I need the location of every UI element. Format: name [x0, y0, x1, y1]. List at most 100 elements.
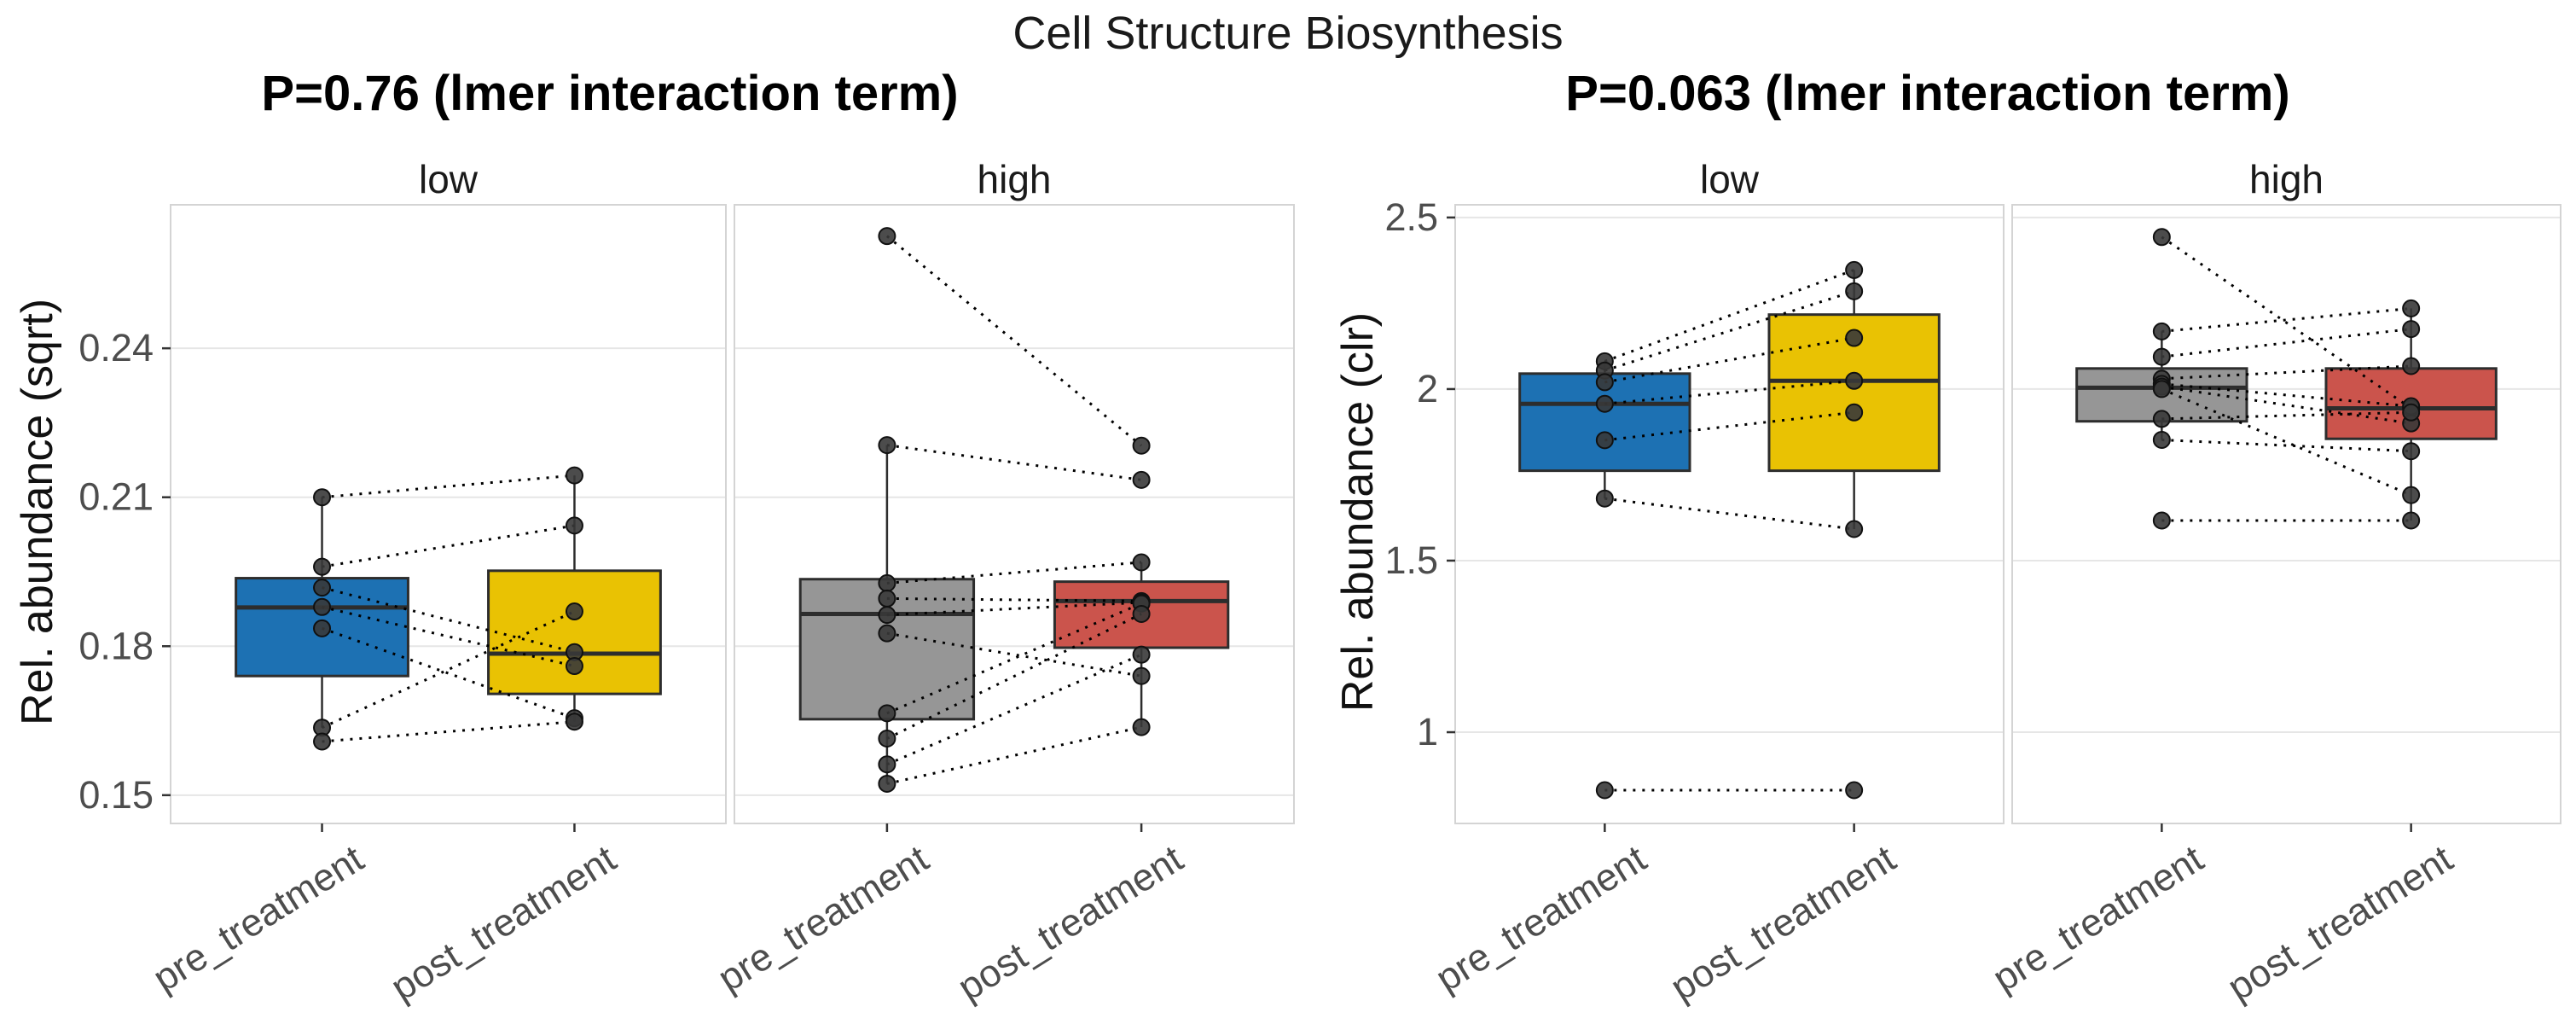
x-tick-label: pre_treatment — [1428, 836, 1654, 1000]
facet-label: high — [978, 157, 1052, 201]
data-point — [313, 579, 332, 597]
data-point — [313, 488, 332, 507]
data-point — [565, 602, 583, 621]
data-point — [313, 619, 332, 637]
data-point — [1132, 666, 1151, 685]
pair-line — [2161, 306, 2411, 333]
data-point — [878, 436, 896, 455]
data-point — [1132, 604, 1151, 623]
data-point — [878, 704, 896, 723]
y-tick-label: 0.24 — [78, 326, 154, 369]
pair-line — [886, 561, 1142, 585]
pair-line — [1604, 497, 1854, 531]
pair-line — [2161, 387, 2412, 497]
data-point — [1132, 645, 1151, 664]
y-tick-label: 1 — [1417, 710, 1438, 753]
data-point — [2152, 322, 2171, 340]
facet-label: low — [419, 157, 479, 201]
data-point — [878, 589, 896, 608]
pair-line — [322, 605, 575, 668]
pair-line — [322, 524, 575, 568]
data-point — [2402, 511, 2421, 530]
data-point — [878, 227, 896, 246]
right-chart-subtitle: P=0.063 (lmer interaction term) — [1565, 66, 2290, 121]
data-point — [1132, 470, 1151, 489]
data-point — [2402, 357, 2421, 375]
y-tick-label: 1.5 — [1384, 538, 1438, 582]
pair-line — [322, 474, 575, 499]
facet-panel — [170, 204, 727, 824]
facet-label: high — [2249, 157, 2324, 201]
right-y-axis-title: Rel. abundance (clr) — [1333, 311, 1383, 713]
data-point — [1595, 394, 1614, 413]
data-point — [2402, 320, 2421, 339]
facet-panel — [2011, 204, 2561, 824]
left-y-axis-title: Rel. abundance (sqrt) — [13, 298, 62, 726]
pair-line — [1604, 268, 1855, 363]
data-point — [878, 573, 896, 592]
data-point — [2152, 347, 2171, 366]
pair-line — [2161, 328, 2411, 358]
pair-line — [886, 725, 1142, 785]
pair-line — [2161, 438, 2411, 453]
data-point — [1132, 718, 1151, 736]
facet-panel — [734, 204, 1295, 824]
data-point — [1845, 329, 1864, 347]
data-point — [2152, 228, 2171, 247]
data-point — [2152, 430, 2171, 449]
data-point — [1595, 431, 1614, 450]
facet-label: low — [1700, 157, 1760, 201]
y-tick-label: 0.18 — [78, 624, 154, 667]
pair-line — [1604, 379, 1854, 405]
data-point — [1595, 781, 1614, 800]
pair-line — [886, 613, 1142, 740]
data-point — [1845, 403, 1864, 422]
data-point — [313, 732, 332, 751]
pair-line — [322, 586, 575, 654]
data-point — [1595, 373, 1614, 392]
pair-line — [885, 235, 1143, 447]
data-point — [1132, 436, 1151, 455]
x-tick-label: post_treatment — [950, 836, 1191, 1009]
data-point — [2152, 410, 2171, 428]
data-point — [878, 730, 896, 748]
data-point — [565, 657, 583, 676]
data-point — [1845, 282, 1864, 300]
box-post_treatment — [487, 569, 662, 695]
pair-line — [2161, 410, 2411, 421]
x-tick-label: post_treatment — [1662, 836, 1903, 1009]
facet-panel — [1454, 204, 2005, 824]
data-point — [878, 774, 896, 793]
pair-line — [2161, 382, 2411, 408]
data-point — [878, 755, 896, 774]
y-tick-label: 0.15 — [78, 773, 154, 817]
data-point — [565, 516, 583, 535]
x-tick-label: pre_treatment — [1985, 836, 2211, 1000]
data-point — [2402, 442, 2421, 461]
y-tick-label: 0.21 — [78, 475, 154, 519]
pair-line — [322, 720, 575, 743]
pair-line — [1604, 289, 1855, 372]
y-tick-label: 2 — [1417, 367, 1438, 410]
data-point — [2152, 511, 2171, 530]
data-point — [1845, 520, 1864, 538]
pair-line — [886, 444, 1142, 481]
data-point — [2152, 380, 2171, 399]
figure-title: Cell Structure Biosynthesis — [1012, 8, 1564, 59]
data-point — [2402, 299, 2421, 317]
data-point — [2402, 403, 2421, 422]
pair-line — [2161, 236, 2412, 410]
data-point — [1845, 371, 1864, 390]
data-point — [878, 624, 896, 643]
data-point — [1132, 553, 1151, 572]
x-tick-label: post_treatment — [2219, 836, 2460, 1009]
data-point — [1845, 260, 1864, 279]
data-point — [2402, 486, 2421, 504]
data-point — [313, 557, 332, 576]
data-point — [1595, 489, 1614, 508]
x-tick-label: post_treatment — [383, 836, 624, 1009]
x-tick-label: pre_treatment — [145, 836, 371, 1000]
data-point — [313, 597, 332, 616]
